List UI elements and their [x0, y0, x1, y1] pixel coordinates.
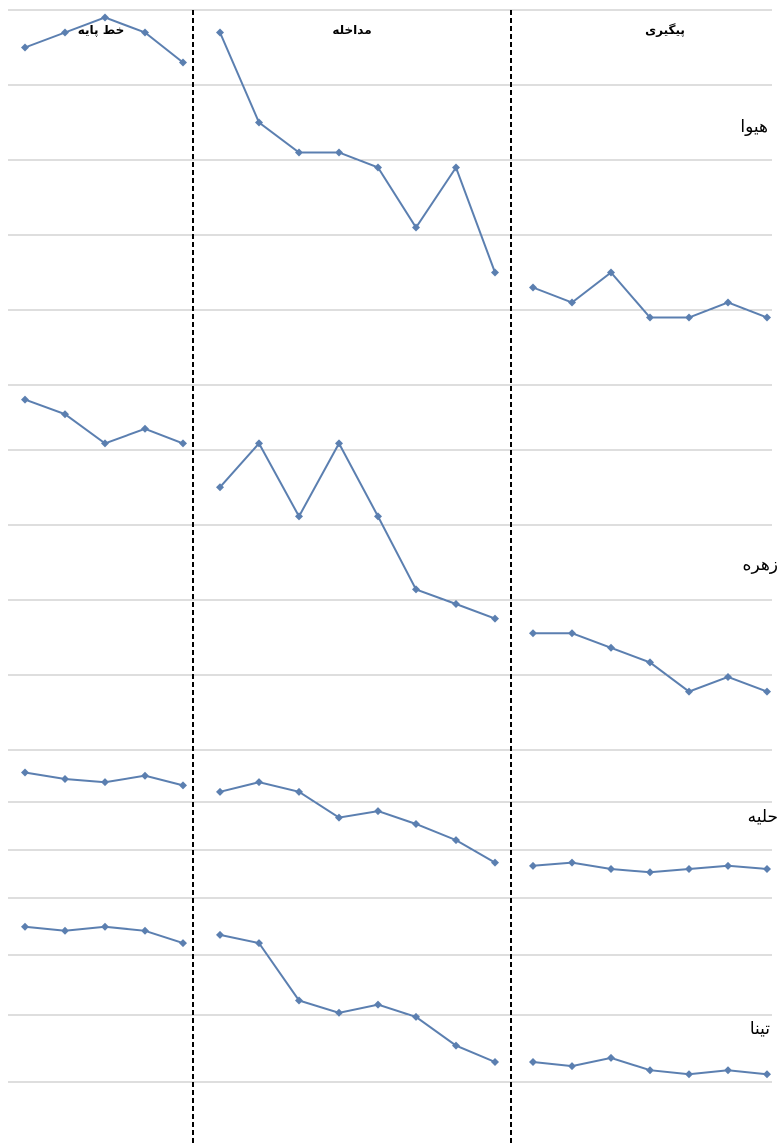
data-point — [295, 996, 303, 1005]
data-point — [607, 643, 615, 652]
data-point — [529, 1058, 537, 1066]
data-point — [61, 410, 69, 419]
data-point — [724, 298, 732, 307]
data-point — [295, 787, 303, 796]
data-point — [141, 424, 149, 433]
subject-label: حلیه — [748, 807, 778, 827]
subject-label: هیوا — [740, 117, 768, 137]
data-point — [724, 1066, 732, 1075]
series-line-followup — [532, 271, 768, 319]
data-point — [216, 28, 224, 37]
series-line-intervention — [219, 441, 496, 620]
data-point — [763, 687, 771, 696]
data-point — [568, 1062, 576, 1071]
data-point — [491, 858, 499, 867]
subject-label: زهره — [743, 555, 778, 575]
data-point — [685, 865, 693, 874]
series-line-intervention — [219, 32, 496, 273]
data-point — [101, 778, 109, 787]
data-point — [763, 1070, 771, 1079]
data-point — [491, 614, 499, 623]
data-point — [452, 1041, 460, 1050]
data-point — [141, 771, 149, 780]
data-point — [452, 600, 460, 608]
data-point — [335, 1008, 343, 1017]
data-point — [491, 268, 499, 277]
data-point — [335, 148, 343, 157]
data-point — [685, 1070, 693, 1079]
data-point — [335, 813, 343, 822]
data-point — [255, 778, 263, 787]
data-point — [412, 820, 420, 828]
data-point — [21, 395, 29, 404]
data-point — [763, 865, 771, 874]
data-point — [141, 926, 149, 935]
data-point — [374, 1000, 382, 1009]
data-point — [529, 861, 537, 870]
data-point — [374, 512, 382, 521]
data-point — [412, 1012, 420, 1021]
data-point — [101, 922, 109, 931]
data-point — [685, 687, 693, 696]
data-point — [646, 868, 654, 877]
series-line-intervention — [219, 781, 496, 864]
data-point — [295, 512, 303, 521]
data-point — [646, 313, 654, 322]
data-point — [763, 313, 771, 322]
data-point — [452, 163, 460, 172]
subject-label: تینا — [750, 1019, 770, 1039]
data-point — [21, 768, 29, 777]
data-point — [216, 483, 224, 492]
phase-title: مداخله — [332, 23, 371, 37]
data-point — [255, 439, 263, 448]
data-point — [529, 283, 537, 292]
data-point — [61, 926, 69, 935]
data-point — [101, 439, 109, 448]
data-point — [568, 298, 576, 307]
data-point — [61, 28, 69, 37]
data-point — [607, 865, 615, 874]
data-point — [179, 439, 187, 448]
data-point — [724, 673, 732, 681]
data-point — [452, 836, 460, 845]
series-line-intervention — [219, 933, 496, 1063]
data-point — [607, 268, 615, 277]
series-line-baseline — [24, 398, 184, 445]
data-point — [179, 58, 187, 67]
data-point — [21, 922, 29, 931]
data-point — [374, 807, 382, 816]
phase-title: خط پایه — [78, 23, 124, 37]
data-point — [216, 930, 224, 939]
data-point — [568, 629, 576, 638]
data-point — [685, 313, 693, 322]
data-point — [374, 163, 382, 172]
data-point — [491, 1058, 499, 1066]
data-point — [568, 858, 576, 867]
phase-title: پیگیری — [645, 23, 685, 37]
data-point — [21, 43, 29, 52]
data-point — [646, 1066, 654, 1075]
data-point — [412, 585, 420, 594]
data-point — [255, 118, 263, 127]
data-point — [295, 148, 303, 157]
data-point — [646, 658, 654, 667]
data-point — [61, 774, 69, 783]
data-point — [255, 939, 263, 948]
data-point — [412, 223, 420, 232]
data-point — [529, 629, 537, 638]
data-point — [179, 939, 187, 948]
data-point — [216, 787, 224, 796]
data-point — [724, 861, 732, 870]
data-point — [101, 13, 109, 22]
data-point — [179, 781, 187, 790]
data-point — [335, 439, 343, 448]
data-point — [141, 28, 149, 37]
data-point — [607, 1053, 615, 1062]
